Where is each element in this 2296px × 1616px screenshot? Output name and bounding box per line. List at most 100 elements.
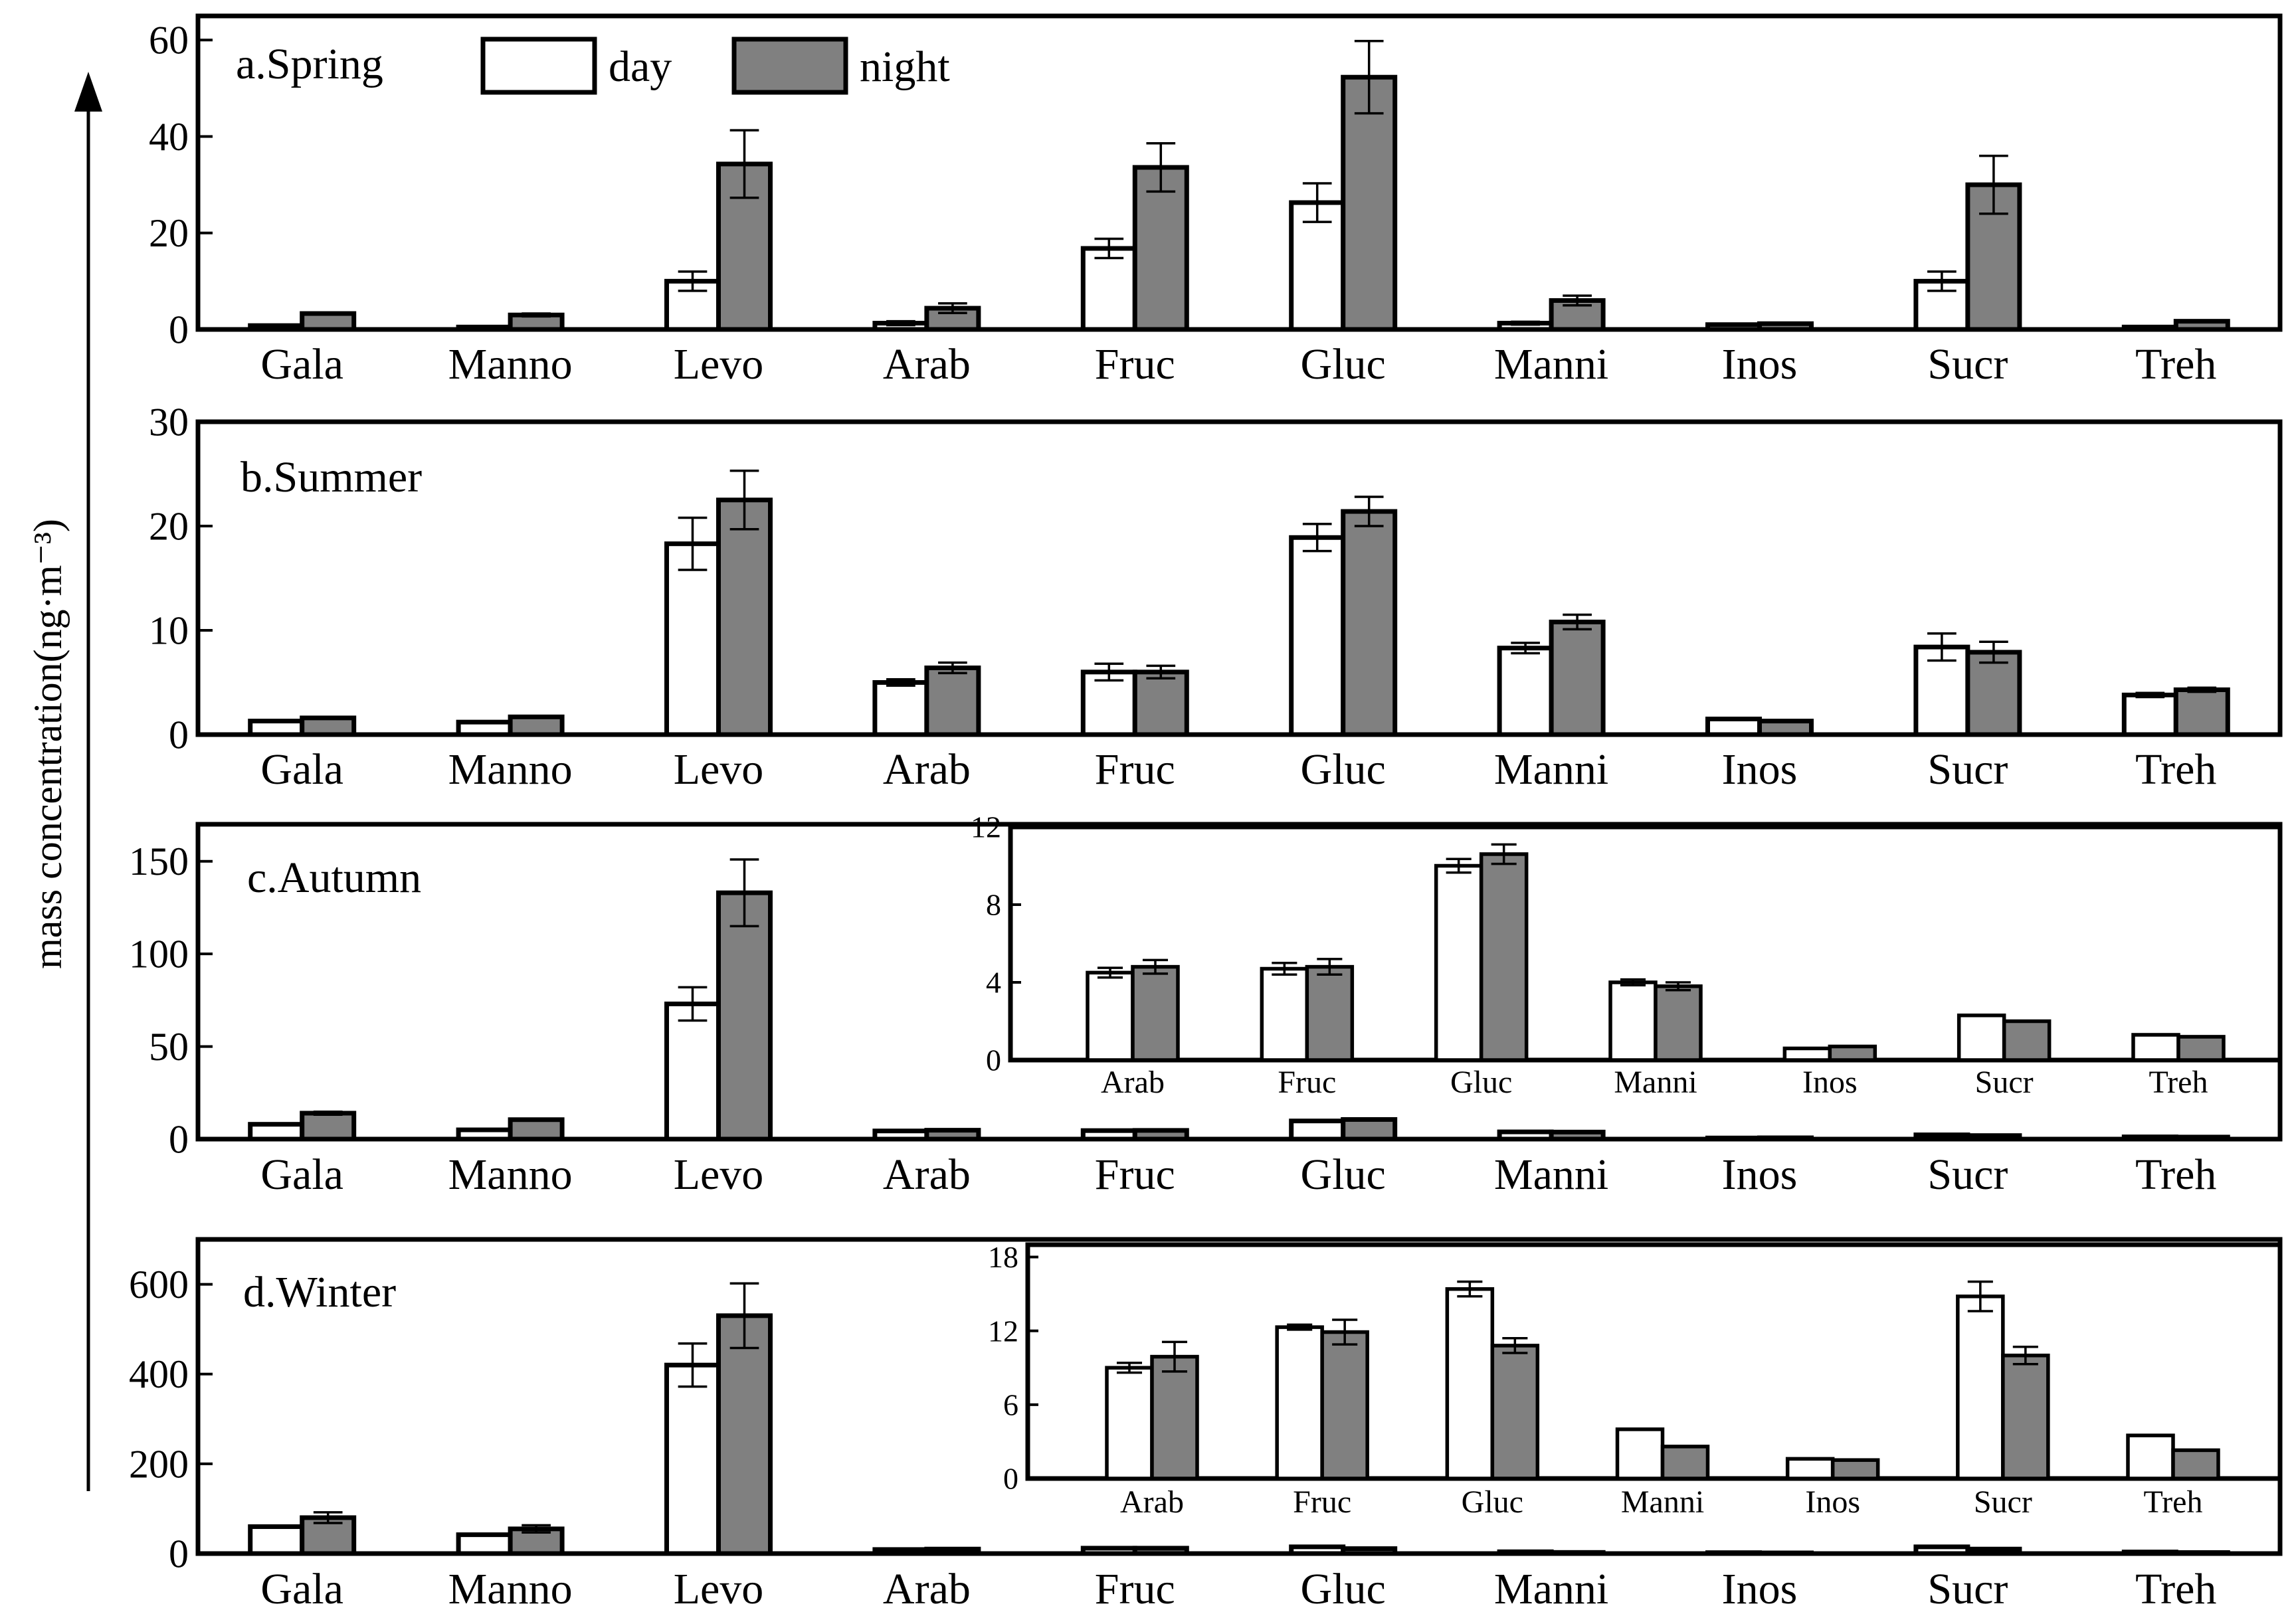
x-tick-label-treh: Treh (2135, 1565, 2216, 1613)
night-bar-gluc (1490, 1344, 1540, 1481)
night-bar-fruc (1320, 1330, 1369, 1481)
day-bar-arab (872, 1547, 929, 1556)
day-bar-fruc (1080, 1128, 1137, 1142)
y-tick-label: 0 (169, 713, 189, 757)
day-bar-inos (1705, 1135, 1762, 1142)
x-tick-label-arab: Arab (1101, 1065, 1165, 1100)
y-tick-label: 18 (988, 1240, 1018, 1274)
y-axis-label: mass concentration(ng·m⁻³) (26, 519, 70, 969)
x-tick-label-gluc: Gluc (1301, 745, 1386, 794)
day-bar-manno (456, 1127, 513, 1142)
night-bar-gluc (1341, 74, 1398, 332)
y-tick-label: 6 (1003, 1388, 1018, 1421)
day-bar-manni (1497, 1549, 1554, 1556)
y-tick-label: 50 (149, 1025, 189, 1069)
x-tick-label-manno: Manno (448, 340, 573, 389)
x-tick-label-gala: Gala (260, 745, 343, 794)
day-bar-arab (1105, 1366, 1154, 1481)
night-bar-inos (1828, 1044, 1877, 1062)
night-bar-gluc (1341, 1117, 1398, 1142)
night-bar-treh (2173, 319, 2230, 332)
day-bar-treh (2126, 1433, 2175, 1481)
x-tick-label-treh: Treh (2144, 1484, 2203, 1520)
y-tick-label: 400 (129, 1352, 189, 1396)
night-bar-inos (1757, 1550, 1814, 1556)
x-tick-label-gala: Gala (260, 1565, 343, 1613)
night-bar-fruc (1132, 670, 1189, 737)
x-tick-label-manni: Manni (1494, 745, 1608, 794)
night-bar-sucr (1965, 1133, 2022, 1142)
y-tick-label: 12 (988, 1314, 1018, 1348)
x-tick-label-treh: Treh (2135, 1150, 2216, 1199)
inset-winter: 0 6 12 18 Arab Fruc Gluc Manni Inos Sucr Treh (988, 1240, 2283, 1520)
night-bar-gala (300, 1111, 357, 1142)
x-tick-label-levo: Levo (674, 340, 764, 389)
y-tick-label: 0 (169, 308, 189, 351)
night-bar-gluc (1341, 1546, 1398, 1556)
x-tick-label-inos: Inos (1722, 1150, 1798, 1199)
day-bar-inos (1705, 716, 1762, 737)
x-tick-label-gluc: Gluc (1301, 1150, 1386, 1199)
panel-title: c.Autumn (247, 853, 421, 902)
x-tick-label-manni: Manni (1494, 1565, 1608, 1613)
legend: day night (480, 37, 950, 95)
night-bar-inos (1830, 1458, 1880, 1481)
day-bar-manno (456, 1532, 513, 1556)
night-bar-inos (1757, 321, 1814, 332)
night-bar-treh (2173, 1550, 2230, 1556)
day-bar-inos (1705, 322, 1762, 332)
night-bar-levo (716, 1313, 773, 1556)
night-bar-treh (2173, 1134, 2230, 1142)
day-bar-inos (1785, 1457, 1835, 1481)
day-bar-treh (2131, 1033, 2180, 1062)
panel-autumn: c.Autumn 0 50 100 150 Gala Manno Levo Arab Fruc Gl… (129, 810, 2283, 1199)
day-bar-manni (1615, 1427, 1665, 1481)
x-tick-label-treh: Treh (2135, 340, 2216, 389)
y-tick-label: 4 (986, 966, 1001, 1000)
day-bar-fruc (1080, 1546, 1137, 1556)
day-bar-fruc (1275, 1325, 1324, 1481)
x-tick-label-sucr: Sucr (1927, 1565, 2008, 1613)
x-tick-label-sucr: Sucr (1975, 1065, 2034, 1100)
x-tick-label-arab: Arab (1120, 1484, 1184, 1520)
night-bar-arab (924, 1546, 981, 1556)
y-tick-label: 60 (149, 19, 189, 62)
day-bar-gluc (1289, 535, 1346, 737)
day-bar-manno (456, 324, 513, 332)
night-bar-manno (508, 1117, 565, 1142)
panel-frame (195, 13, 2283, 332)
night-bar-levo (716, 890, 773, 1142)
y-tick-label: 30 (149, 400, 189, 444)
day-bar-gala (248, 1122, 305, 1142)
night-bar-fruc (1132, 1128, 1189, 1142)
x-tick-label-inos: Inos (1722, 340, 1798, 389)
x-tick-label-fruc: Fruc (1095, 745, 1175, 794)
inset-autumn: 0 4 8 12 Arab Fruc Gluc Manni Inos Sucr Treh (971, 810, 2283, 1100)
x-tick-label-sucr: Sucr (1927, 340, 2008, 389)
night-bar-arab (1150, 1354, 1199, 1481)
legend-night-label: night (860, 43, 950, 91)
y-tick-label: 20 (149, 211, 189, 255)
y-tick-label: 150 (129, 840, 189, 883)
day-bar-inos (1782, 1046, 1832, 1062)
day-bar-gluc (1445, 1287, 1495, 1481)
x-tick-label-gluc: Gluc (1301, 1565, 1386, 1613)
y-axis-arrow-head (74, 72, 102, 112)
x-tick-label-arab: Arab (883, 745, 971, 794)
day-bar-sucr (1913, 1132, 1970, 1142)
night-bar-gala (300, 715, 357, 737)
x-tick-label-levo: Levo (674, 1150, 764, 1199)
night-bar-arab (924, 306, 981, 332)
day-bar-manni (1608, 980, 1658, 1062)
x-tick-label-manno: Manno (448, 1565, 573, 1613)
y-tick-label: 8 (986, 888, 1001, 922)
night-bar-sucr (2002, 1019, 2052, 1062)
x-tick-label-fruc: Fruc (1293, 1484, 1351, 1520)
panel-title: d.Winter (243, 1268, 396, 1316)
day-bar-gala (248, 719, 305, 737)
day-bar-arab (872, 680, 929, 737)
night-bar-manni (1549, 1129, 1606, 1142)
panel-spring: a.Spring 0 20 40 60 Gala Manno Levo Arab Fruc Gluc… (149, 13, 2283, 389)
